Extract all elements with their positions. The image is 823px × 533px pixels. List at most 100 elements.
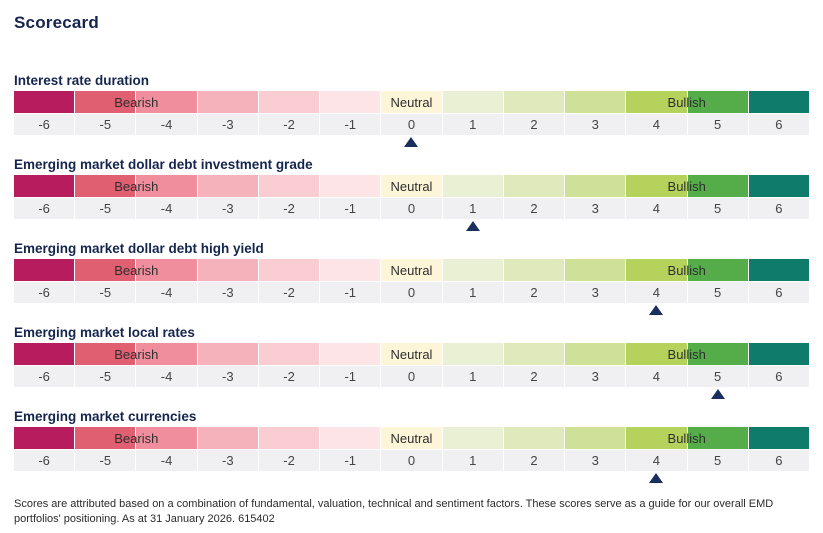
score-marker-icon [404, 137, 419, 147]
marker-cell [504, 389, 564, 401]
scale-number: -1 [320, 450, 381, 471]
marker-cell [565, 473, 625, 485]
marker-cell [565, 137, 625, 149]
zone-label-bullish: Bullish [667, 430, 706, 446]
marker-cell [626, 473, 686, 485]
band-cell [136, 427, 197, 449]
scale-number: 5 [687, 282, 748, 303]
marker-cell [749, 473, 809, 485]
scale-number: 6 [748, 114, 809, 135]
band-cell [381, 427, 442, 449]
band-cell [748, 175, 809, 197]
marker-cell [198, 389, 258, 401]
scale-number: 6 [748, 198, 809, 219]
marker-cell [749, 389, 809, 401]
zone-label-bearish: Bearish [114, 178, 159, 194]
band-cell [14, 175, 75, 197]
band-cell [258, 259, 320, 281]
band-cell [320, 259, 381, 281]
scorecard-section: Emerging market local rates Bearish Neutr… [14, 325, 809, 401]
page-title: Scorecard [14, 13, 99, 32]
band-cell [75, 175, 136, 197]
scale-number: -6 [14, 282, 75, 303]
marker-cell [14, 389, 74, 401]
scale-number: 2 [503, 366, 565, 387]
scale-number: -4 [136, 366, 197, 387]
band-cell [197, 175, 258, 197]
section-title: Emerging market local rates [14, 325, 195, 340]
scale-number: -4 [136, 282, 197, 303]
scale-number: 4 [626, 114, 687, 135]
scale-number: -3 [197, 198, 258, 219]
marker-cell [443, 389, 503, 401]
marker-cell [259, 137, 319, 149]
scale-number: 0 [381, 114, 442, 135]
scale-number: -4 [136, 450, 197, 471]
scale-number: -2 [258, 198, 320, 219]
scale-numbers: -6 -5 -4 -3 -2 -1 0 1 2 3 4 5 6 [14, 198, 809, 219]
scale-number: -4 [136, 198, 197, 219]
marker-cell [320, 137, 380, 149]
scorecard-section: Emerging market dollar debt investment g… [14, 157, 809, 233]
band-cell [503, 259, 565, 281]
band-cell [258, 427, 320, 449]
band-cell [320, 427, 381, 449]
scale-numbers: -6 -5 -4 -3 -2 -1 0 1 2 3 4 5 6 [14, 366, 809, 387]
marker-cell [443, 137, 503, 149]
marker-cell [626, 221, 686, 233]
scale-number: 5 [687, 450, 748, 471]
band-cell [565, 343, 626, 365]
band-cell [503, 91, 565, 113]
section-title: Emerging market dollar debt high yield [14, 241, 264, 256]
band-cell [687, 175, 748, 197]
zone-label-neutral: Neutral [390, 430, 433, 446]
scale-numbers: -6 -5 -4 -3 -2 -1 0 1 2 3 4 5 6 [14, 450, 809, 471]
band-cell [14, 259, 75, 281]
marker-cell [688, 137, 748, 149]
marker-cell [198, 137, 258, 149]
marker-cell [198, 305, 258, 317]
zone-label-neutral: Neutral [390, 178, 433, 194]
band-cell [14, 427, 75, 449]
marker-cell [688, 305, 748, 317]
band-cell [748, 259, 809, 281]
scale-numbers: -6 -5 -4 -3 -2 -1 0 1 2 3 4 5 6 [14, 282, 809, 303]
zone-label-bearish: Bearish [114, 346, 159, 362]
band-cell [75, 343, 136, 365]
band-cell [75, 427, 136, 449]
scale-number: 4 [626, 282, 687, 303]
scale-number: 4 [626, 450, 687, 471]
scale-number: -2 [258, 114, 320, 135]
scale-number: -3 [197, 450, 258, 471]
scale-number: 1 [442, 198, 503, 219]
marker-cell [626, 137, 686, 149]
marker-cell [749, 137, 809, 149]
marker-cell [381, 473, 441, 485]
band-cell [626, 175, 687, 197]
marker-cell [320, 305, 380, 317]
scale-number: -1 [320, 366, 381, 387]
band-cell [687, 343, 748, 365]
zone-label-neutral: Neutral [390, 262, 433, 278]
scale-number: -6 [14, 450, 75, 471]
scale-number: 5 [687, 366, 748, 387]
band-cell [136, 175, 197, 197]
marker-cell [14, 305, 74, 317]
scale-number: 3 [565, 366, 626, 387]
marker-cell [688, 389, 748, 401]
zone-label-bearish: Bearish [114, 262, 159, 278]
section-title: Interest rate duration [14, 73, 150, 88]
score-marker-icon [649, 473, 664, 483]
band-cell [381, 343, 442, 365]
marker-cell [259, 305, 319, 317]
scale-number: -1 [320, 198, 381, 219]
zone-label-neutral: Neutral [390, 94, 433, 110]
band-cell [442, 427, 503, 449]
band-cell [748, 427, 809, 449]
band-cell [75, 259, 136, 281]
scale-number: -5 [75, 198, 136, 219]
zone-label-neutral: Neutral [390, 346, 433, 362]
marker-cell [75, 221, 135, 233]
band-cell [136, 259, 197, 281]
marker-cell [136, 473, 196, 485]
